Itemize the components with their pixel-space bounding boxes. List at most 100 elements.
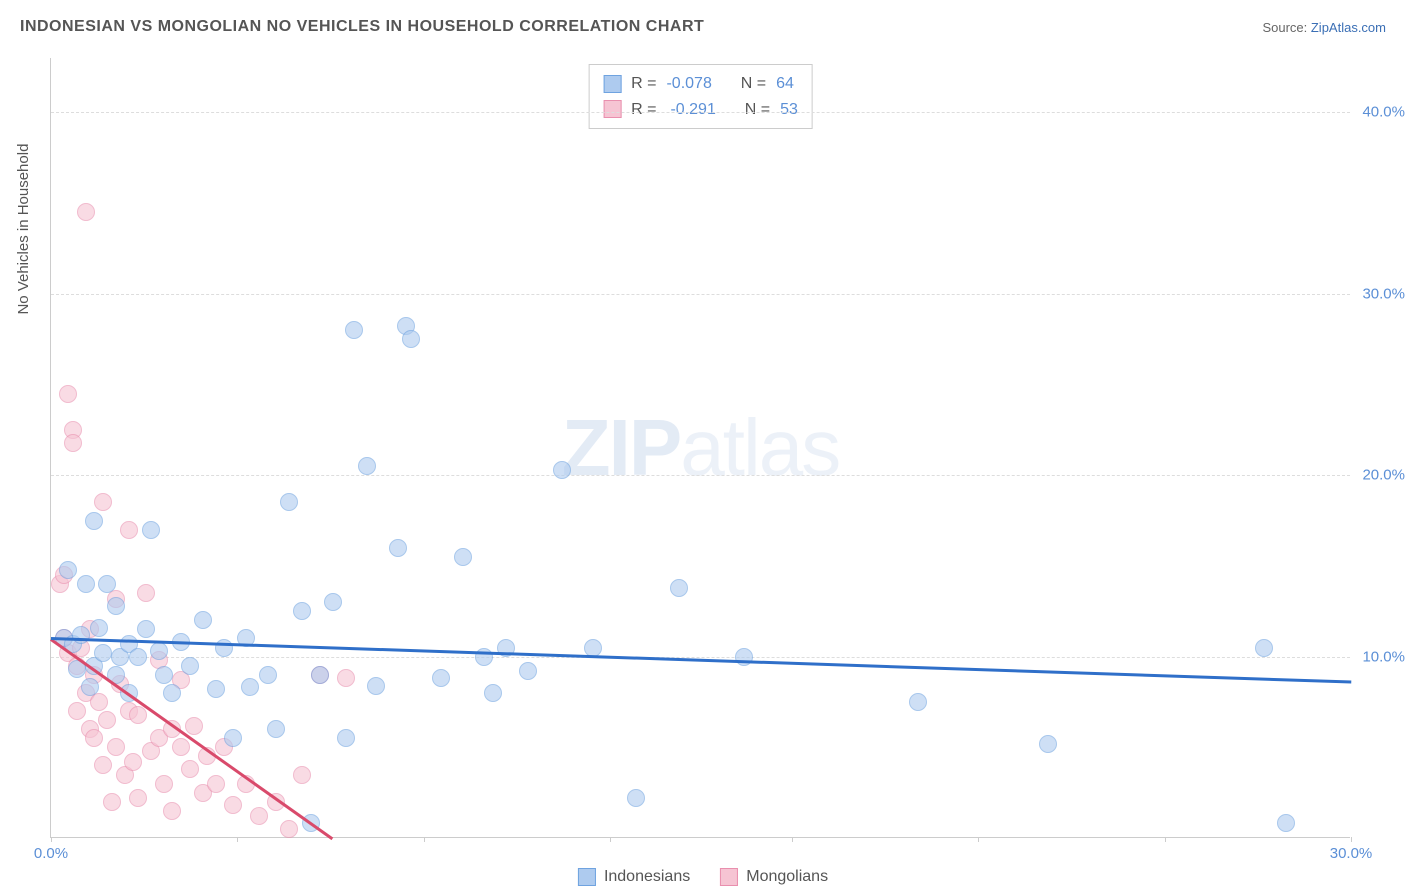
- watermark: ZIPatlas: [562, 402, 839, 494]
- scatter-point-s2: [98, 711, 116, 729]
- scatter-point-s1: [224, 729, 242, 747]
- watermark-thin: atlas: [680, 403, 839, 492]
- scatter-point-s1: [163, 684, 181, 702]
- scatter-point-s2: [94, 756, 112, 774]
- scatter-point-s1: [94, 644, 112, 662]
- x-tick-mark: [978, 837, 979, 842]
- scatter-point-s1: [77, 575, 95, 593]
- scatter-point-s1: [137, 620, 155, 638]
- scatter-point-s1: [909, 693, 927, 711]
- scatter-point-s1: [194, 611, 212, 629]
- n-value-1: 64: [776, 71, 794, 97]
- corr-row-1: R = -0.078 N = 64: [603, 71, 798, 97]
- scatter-point-s2: [137, 584, 155, 602]
- n-label-2: N =: [745, 97, 770, 123]
- scatter-point-s1: [324, 593, 342, 611]
- scatter-point-s1: [72, 626, 90, 644]
- scatter-point-s2: [185, 717, 203, 735]
- scatter-point-s1: [432, 669, 450, 687]
- n-value-2: 53: [780, 97, 798, 123]
- legend-swatch-1: [578, 868, 596, 886]
- scatter-point-s1: [142, 521, 160, 539]
- scatter-point-s1: [402, 330, 420, 348]
- scatter-point-s1: [1277, 814, 1295, 832]
- scatter-point-s2: [172, 738, 190, 756]
- x-tick-mark: [610, 837, 611, 842]
- scatter-point-s1: [553, 461, 571, 479]
- gridline: [51, 475, 1350, 476]
- bottom-legend: Indonesians Mongolians: [578, 868, 828, 886]
- legend-label-2: Mongolians: [746, 868, 828, 886]
- n-label: N =: [741, 71, 766, 97]
- scatter-point-s2: [224, 796, 242, 814]
- r-label-2: R =: [631, 97, 656, 123]
- scatter-point-s2: [207, 775, 225, 793]
- gridline: [51, 112, 1350, 113]
- scatter-point-s2: [120, 521, 138, 539]
- scatter-point-s2: [250, 807, 268, 825]
- x-tick-mark: [237, 837, 238, 842]
- gridline: [51, 657, 1350, 658]
- scatter-point-s1: [107, 597, 125, 615]
- x-tick-label: 30.0%: [1330, 845, 1373, 862]
- scatter-point-s1: [1255, 639, 1273, 657]
- scatter-point-s1: [150, 642, 168, 660]
- scatter-point-s1: [267, 720, 285, 738]
- y-axis-label: No Vehicles in Household: [15, 144, 32, 315]
- scatter-point-s1: [627, 789, 645, 807]
- chart-title: INDONESIAN VS MONGOLIAN NO VEHICLES IN H…: [20, 18, 704, 36]
- legend-swatch-2: [720, 868, 738, 886]
- scatter-point-s1: [337, 729, 355, 747]
- scatter-point-s1: [280, 493, 298, 511]
- scatter-point-s2: [94, 493, 112, 511]
- source-label: Source: ZipAtlas.com: [1262, 20, 1386, 35]
- scatter-point-s2: [107, 738, 125, 756]
- r-value-1: -0.078: [666, 71, 711, 97]
- scatter-point-s1: [215, 639, 233, 657]
- scatter-point-s2: [129, 789, 147, 807]
- x-tick-mark: [424, 837, 425, 842]
- scatter-point-s1: [59, 561, 77, 579]
- scatter-point-s2: [293, 766, 311, 784]
- scatter-point-s1: [1039, 735, 1057, 753]
- corr-row-2: R = -0.291 N = 53: [603, 97, 798, 123]
- scatter-point-s2: [129, 706, 147, 724]
- x-tick-mark: [1351, 837, 1352, 842]
- plot-area: ZIPatlas R = -0.078 N = 64 R = -0.291 N …: [50, 58, 1350, 838]
- scatter-point-s1: [293, 602, 311, 620]
- x-tick-mark: [51, 837, 52, 842]
- scatter-point-s1: [259, 666, 277, 684]
- scatter-point-s1: [519, 662, 537, 680]
- swatch-series-1: [603, 75, 621, 93]
- scatter-point-s1: [584, 639, 602, 657]
- scatter-point-s2: [68, 702, 86, 720]
- scatter-point-s1: [311, 666, 329, 684]
- x-tick-label: 0.0%: [34, 845, 68, 862]
- scatter-point-s1: [241, 678, 259, 696]
- legend-item-2: Mongolians: [720, 868, 828, 886]
- gridline: [51, 294, 1350, 295]
- legend-label-1: Indonesians: [604, 868, 690, 886]
- scatter-point-s2: [77, 203, 95, 221]
- y-tick-label: 10.0%: [1362, 648, 1405, 665]
- x-tick-mark: [1165, 837, 1166, 842]
- scatter-point-s1: [389, 539, 407, 557]
- scatter-point-s2: [337, 669, 355, 687]
- watermark-bold: ZIP: [562, 403, 680, 492]
- scatter-point-s2: [103, 793, 121, 811]
- scatter-point-s1: [181, 657, 199, 675]
- x-tick-mark: [792, 837, 793, 842]
- source-link[interactable]: ZipAtlas.com: [1311, 20, 1386, 35]
- scatter-point-s2: [64, 434, 82, 452]
- scatter-point-s1: [85, 512, 103, 530]
- scatter-point-s1: [367, 677, 385, 695]
- r-value-2: -0.291: [670, 97, 715, 123]
- legend-item-1: Indonesians: [578, 868, 690, 886]
- scatter-point-s2: [59, 385, 77, 403]
- trend-line-s1: [51, 637, 1351, 683]
- scatter-point-s1: [484, 684, 502, 702]
- source-prefix: Source:: [1262, 20, 1310, 35]
- y-tick-label: 40.0%: [1362, 104, 1405, 121]
- scatter-point-s2: [85, 729, 103, 747]
- scatter-point-s1: [129, 648, 147, 666]
